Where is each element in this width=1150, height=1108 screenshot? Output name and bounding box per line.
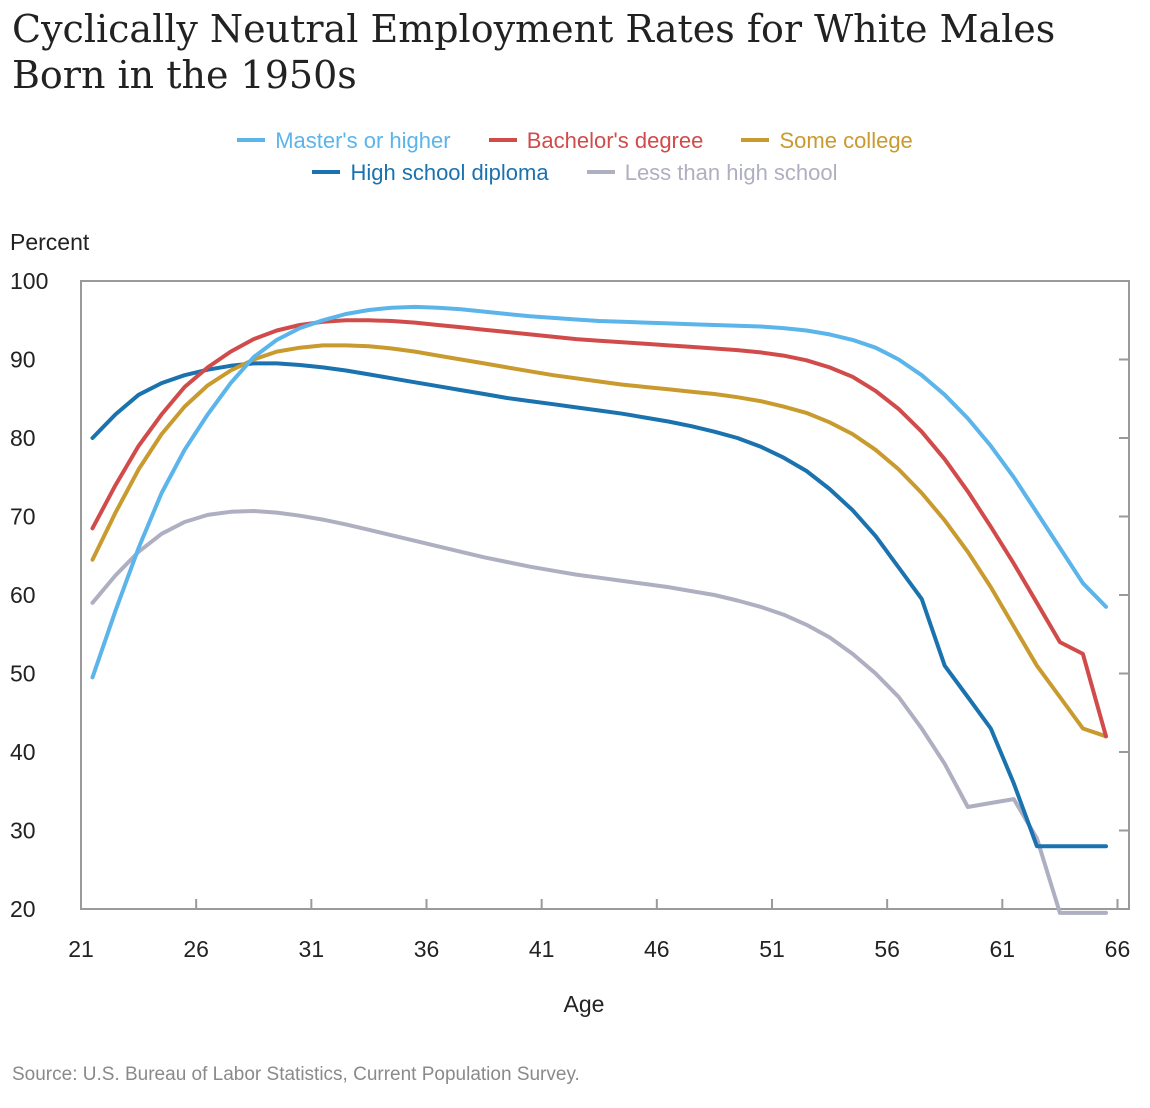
x-tick-label: 46 (644, 936, 670, 962)
x-tick-label: 31 (299, 936, 325, 962)
legend-label-masters: Master's or higher (275, 128, 451, 153)
y-tick-label: 90 (10, 347, 36, 373)
legend-swatch-masters (237, 138, 266, 143)
axis-ticks: 20 30 40 50 60 70 80 90 100 21 26 31 36 41 46 51 56 61 66 (10, 268, 1130, 962)
x-tick-label: 66 (1105, 936, 1131, 962)
x-tick-label: 21 (68, 936, 94, 962)
y-tick-label: 40 (10, 739, 36, 765)
line-chart: Percent Age 20 30 40 50 60 70 80 90 100 21 26 31 36 4… (10, 229, 1130, 1017)
series-line-less-than-high-school (90, 509, 1108, 915)
y-tick-label: 100 (10, 268, 48, 294)
legend-item-bachelors: Bachelor's degree (488, 128, 704, 154)
series-line-some-college (90, 343, 1108, 739)
y-tick-label: 60 (10, 582, 36, 608)
y-tick-label: 30 (10, 818, 36, 844)
series-line-high-school-diploma (90, 361, 1108, 849)
y-axis-label: Percent (10, 229, 90, 255)
legend-swatch-less-than-hs (586, 170, 615, 175)
legend-item-masters: Master's or higher (237, 128, 451, 154)
legend-item-less-than-hs: Less than high school (586, 160, 838, 186)
legend-swatch-some-college (741, 138, 770, 143)
legend-row-1: Master's or higher Bachelor's degree Som… (0, 128, 1150, 154)
legend-label-some-college: Some college (779, 128, 913, 153)
legend-label-less-than-hs: Less than high school (624, 160, 838, 185)
legend-label-bachelors: Bachelor's degree (526, 128, 704, 153)
legend-row-2: High school diploma Less than high schoo… (0, 160, 1150, 186)
y-tick-label: 50 (10, 661, 36, 687)
series-line-master-s-or-higher (90, 304, 1108, 680)
series-line-bachelor-s-degree (90, 318, 1108, 739)
x-tick-label: 41 (529, 936, 555, 962)
legend-label-high-school: High school diploma (350, 160, 549, 185)
y-tick-label: 80 (10, 425, 36, 451)
x-tick-label: 36 (414, 936, 440, 962)
legend-item-high-school: High school diploma (312, 160, 549, 186)
x-tick-label: 56 (874, 936, 900, 962)
y-tick-label: 20 (10, 896, 36, 922)
chart-title: Cyclically Neutral Employment Rates for … (12, 7, 1056, 97)
y-tick-label: 70 (10, 504, 36, 530)
x-axis-label: Age (564, 991, 605, 1017)
x-tick-label: 61 (990, 936, 1016, 962)
x-tick-label: 51 (759, 936, 785, 962)
series-lines (90, 304, 1108, 915)
legend-swatch-high-school (312, 170, 341, 175)
x-tick-label: 26 (183, 936, 209, 962)
source-note: Source: U.S. Bureau of Labor Statistics,… (12, 1064, 580, 1085)
legend-swatch-bachelors (488, 138, 517, 143)
legend-item-some-college: Some college (741, 128, 913, 154)
